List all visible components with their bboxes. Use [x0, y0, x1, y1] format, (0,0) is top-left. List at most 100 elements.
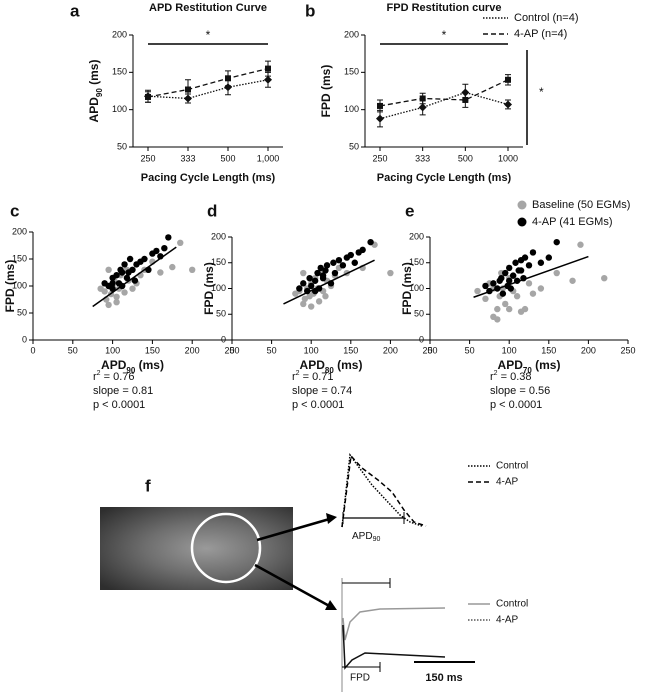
point [177, 239, 184, 246]
marker [505, 76, 511, 83]
legend-label: Control [496, 599, 528, 610]
stat-r2: = 0.71 [300, 371, 334, 383]
point [301, 295, 309, 302]
x-tick-label: 50 [465, 345, 475, 355]
point [359, 246, 366, 254]
marker [264, 75, 272, 84]
point [161, 245, 168, 252]
marker [224, 83, 232, 92]
marker [377, 102, 383, 109]
point [129, 285, 136, 292]
point [322, 293, 329, 300]
point [105, 266, 112, 273]
point [502, 300, 509, 308]
point [322, 267, 329, 274]
stat-r2: = 0.76 [101, 371, 135, 383]
y-tick-label: 150 [409, 257, 424, 267]
y-tick-label: 50 [349, 141, 359, 151]
x-axis-label: APD [101, 358, 127, 372]
panel-letter: f [145, 476, 151, 495]
chart-title: APD Restitution Curve [149, 2, 267, 14]
x-tick-label: 333 [180, 153, 195, 163]
y-tick-label: 200 [211, 231, 226, 241]
significance-label: * [206, 28, 211, 42]
point [121, 261, 128, 268]
point [506, 264, 513, 272]
y-tick-label: 150 [211, 257, 226, 267]
x-tick-label: 250 [372, 153, 387, 163]
y-tick-label: 0 [419, 334, 424, 344]
legend-label: Baseline (50 EGMs) [532, 199, 630, 211]
point [513, 293, 521, 300]
point [474, 287, 481, 295]
x-axis-label: APD90 (ms) [101, 358, 164, 374]
apd-label: 90 [373, 536, 381, 543]
x-tick-label: 1,000 [257, 153, 280, 163]
stat-slope: slope = 0.81 [93, 385, 153, 397]
point [521, 254, 529, 261]
point [494, 305, 501, 313]
stat-p: p < 0.0001 [490, 399, 542, 411]
arrow-head [325, 600, 337, 610]
point [300, 269, 307, 277]
arrow-head [326, 513, 337, 524]
scale-bar-label: 150 ms [425, 672, 462, 684]
stat-r2: 2 [296, 370, 300, 377]
x-axis-label: (ms) [135, 358, 164, 372]
x-tick-label: 1000 [498, 153, 518, 163]
point [494, 316, 501, 323]
point [121, 289, 128, 296]
point [330, 259, 337, 266]
series-line [147, 67, 269, 98]
point [498, 275, 505, 282]
point [525, 280, 533, 287]
x-tick-label: 50 [68, 345, 78, 355]
y-axis-label: 90 [95, 88, 104, 97]
point [537, 285, 545, 292]
marker [504, 100, 512, 109]
x-axis-label: APD [300, 358, 326, 372]
apd-label: APD90 [352, 531, 380, 544]
legend-label: 4-AP [496, 477, 519, 488]
y-tick-label: 100 [344, 104, 359, 114]
y-tick-label: 150 [344, 67, 359, 77]
point [296, 285, 303, 292]
x-axis-label: Pacing Cycle Length (ms) [377, 172, 512, 184]
point [113, 293, 120, 300]
point [490, 280, 497, 287]
point [507, 285, 514, 292]
y-tick-label: 50 [216, 309, 226, 319]
y-axis-label: FPD (ms) [3, 260, 17, 313]
x-tick-label: 500 [220, 153, 235, 163]
x-tick-label: 250 [140, 153, 155, 163]
point [317, 264, 324, 272]
fp-trace-4ap [342, 624, 446, 670]
point [101, 288, 108, 295]
stat-r2: r2 = 0.71 [292, 370, 334, 383]
stat-r2: 2 [494, 370, 498, 377]
legend-label: Control (n=4) [514, 12, 579, 24]
point [141, 255, 148, 263]
panel-letter: e [405, 201, 414, 220]
point [569, 277, 576, 284]
y-axis-label: FPD (ms) [202, 262, 216, 315]
x-axis-label: APD70 (ms) [498, 358, 561, 374]
y-tick-label: 0 [221, 334, 226, 344]
point [300, 280, 307, 287]
point [306, 275, 313, 282]
point [113, 272, 120, 279]
stat-r2: r [93, 371, 97, 383]
legend-swatch [517, 200, 527, 210]
point [105, 301, 112, 309]
marker [185, 86, 191, 93]
stat-r2: r [490, 371, 494, 383]
x-tick-label: 150 [343, 345, 358, 355]
point [118, 269, 126, 276]
x-tick-label: 50 [267, 345, 277, 355]
point [189, 266, 196, 273]
point [529, 249, 537, 256]
point [319, 272, 327, 279]
point [126, 255, 134, 263]
significance-label: * [539, 85, 544, 99]
point [351, 259, 358, 266]
